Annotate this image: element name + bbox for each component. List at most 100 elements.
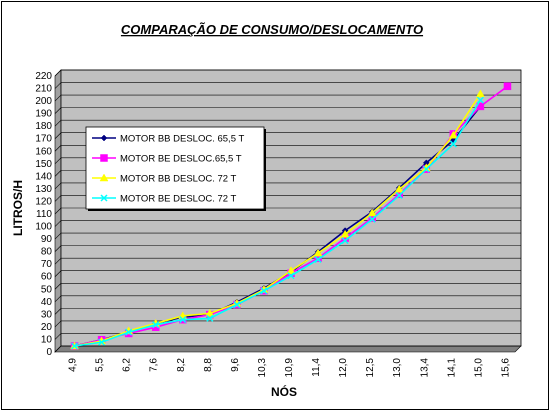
y-gridline-side — [54, 170, 62, 177]
y-gridline-side — [54, 119, 62, 127]
data-point — [367, 208, 377, 217]
data-point — [422, 165, 430, 173]
legend-label: MOTOR BE DESLOC. 72 T — [120, 194, 237, 205]
x-tick-label: 9,6 — [230, 358, 241, 372]
x-tick-label: 12,5 — [365, 358, 376, 378]
data-point — [205, 308, 215, 317]
y-tick-label: 20 — [41, 322, 53, 333]
y-gridline-side — [54, 257, 62, 265]
data-point — [448, 130, 458, 139]
x-tick-label: 7,6 — [149, 358, 160, 372]
y-tick-label: 60 — [41, 272, 53, 283]
y-gridline-side — [54, 182, 62, 190]
chart-title: COMPARAÇÃO DE CONSUMO/DESLOCAMENTO — [121, 22, 423, 37]
data-point — [98, 338, 106, 346]
data-point — [125, 328, 133, 336]
legend-label: MOTOR BB DESLOC. 65,5 T — [120, 134, 244, 145]
y-gridline-side — [54, 94, 62, 102]
data-point — [475, 89, 485, 98]
legend-marker — [99, 173, 109, 182]
y-tick-label: 110 — [36, 209, 52, 220]
y-tick-label: 40 — [41, 297, 53, 308]
y-tick-label: 120 — [35, 196, 52, 207]
x-tick-label: 14,1 — [446, 358, 457, 378]
y-gridline-side — [54, 320, 62, 328]
y-gridline-side — [54, 207, 62, 215]
data-point — [206, 314, 214, 322]
plot-floor — [54, 345, 522, 353]
y-gridline-side — [54, 82, 62, 89]
y-tick-label: 170 — [35, 134, 52, 145]
data-point — [503, 82, 512, 91]
y-tick-label: 160 — [35, 146, 52, 157]
y-axis-label: LITROS/H — [11, 180, 25, 236]
legend-item: MOTOR BE DESLOC. 72 T — [92, 194, 237, 205]
y-tick-label: 220 — [35, 71, 52, 82]
x-tick-label: 4,9 — [68, 358, 79, 372]
data-point — [260, 287, 268, 295]
data-point — [368, 215, 376, 223]
y-tick-label: 130 — [35, 184, 52, 195]
x-tick-label: 15,0 — [473, 358, 484, 378]
series-line — [74, 93, 482, 347]
data-point — [233, 301, 241, 309]
y-gridline-side — [54, 232, 62, 240]
x-tick-label: 13,0 — [392, 358, 403, 378]
legend-label: MOTOR BB DESLOC. 72 T — [120, 174, 237, 185]
series-4 — [70, 96, 484, 350]
legend-marker — [100, 134, 108, 142]
y-tick-label: 100 — [35, 222, 52, 233]
y-tick-label: 80 — [41, 247, 53, 258]
y-tick-label: 200 — [35, 96, 52, 107]
series-line — [74, 99, 482, 347]
y-tick-label: 90 — [41, 234, 53, 245]
legend-marker — [100, 194, 108, 202]
x-tick-label: 8,2 — [176, 358, 187, 372]
data-point — [70, 342, 79, 350]
y-gridline-side — [54, 195, 62, 202]
legend-label: MOTOR BE DESLOC.65,5 T — [120, 154, 242, 165]
y-tick-label: 10 — [41, 334, 53, 345]
legend-item: MOTOR BE DESLOC.65,5 T — [92, 154, 242, 165]
data-point — [314, 255, 322, 263]
x-tick-label: 5,5 — [95, 358, 106, 372]
data-point — [476, 96, 484, 104]
y-tick-label: 210 — [35, 84, 52, 95]
legend: MOTOR BB DESLOC. 65,5 T MOTOR BE DESLOC.6… — [85, 126, 266, 211]
data-point — [449, 140, 457, 148]
y-gridline-side — [54, 308, 62, 315]
y-gridline-side — [54, 245, 62, 252]
y-tick-label: 140 — [35, 171, 52, 182]
y-tick-label: 70 — [41, 259, 53, 270]
y-gridline-side — [54, 220, 62, 227]
data-point — [395, 191, 403, 199]
y-gridline-side — [54, 132, 62, 139]
data-point — [340, 229, 350, 238]
x-tick-label: 11,4 — [311, 358, 322, 377]
legend-item: MOTOR BB DESLOC. 72 T — [92, 173, 237, 185]
y-tick-label: 30 — [41, 309, 53, 320]
y-gridline-side — [54, 333, 62, 340]
y-gridline-side — [54, 345, 62, 353]
data-point — [313, 248, 323, 257]
x-tick-label: 13,4 — [419, 358, 430, 378]
y-tick-label: 180 — [35, 121, 52, 132]
y-tick-label: 50 — [41, 284, 53, 295]
x-tick-label: 12,0 — [338, 358, 349, 378]
x-axis-label: NÓS — [271, 384, 297, 399]
data-point — [286, 266, 296, 274]
legend-marker — [100, 154, 108, 162]
y-gridline-side — [54, 295, 62, 303]
legend-box — [85, 126, 265, 210]
data-point — [152, 321, 160, 329]
y-tick-label: 190 — [35, 109, 52, 120]
data-point — [179, 316, 187, 324]
legend-item: MOTOR BB DESLOC. 65,5 T — [92, 134, 244, 145]
x-tick-label: 15,6 — [500, 358, 511, 378]
y-gridline-side — [54, 107, 62, 114]
y-gridline-side — [54, 270, 62, 277]
x-tick-label: 8,8 — [203, 358, 214, 372]
x-tick-label: 10,3 — [257, 358, 268, 378]
